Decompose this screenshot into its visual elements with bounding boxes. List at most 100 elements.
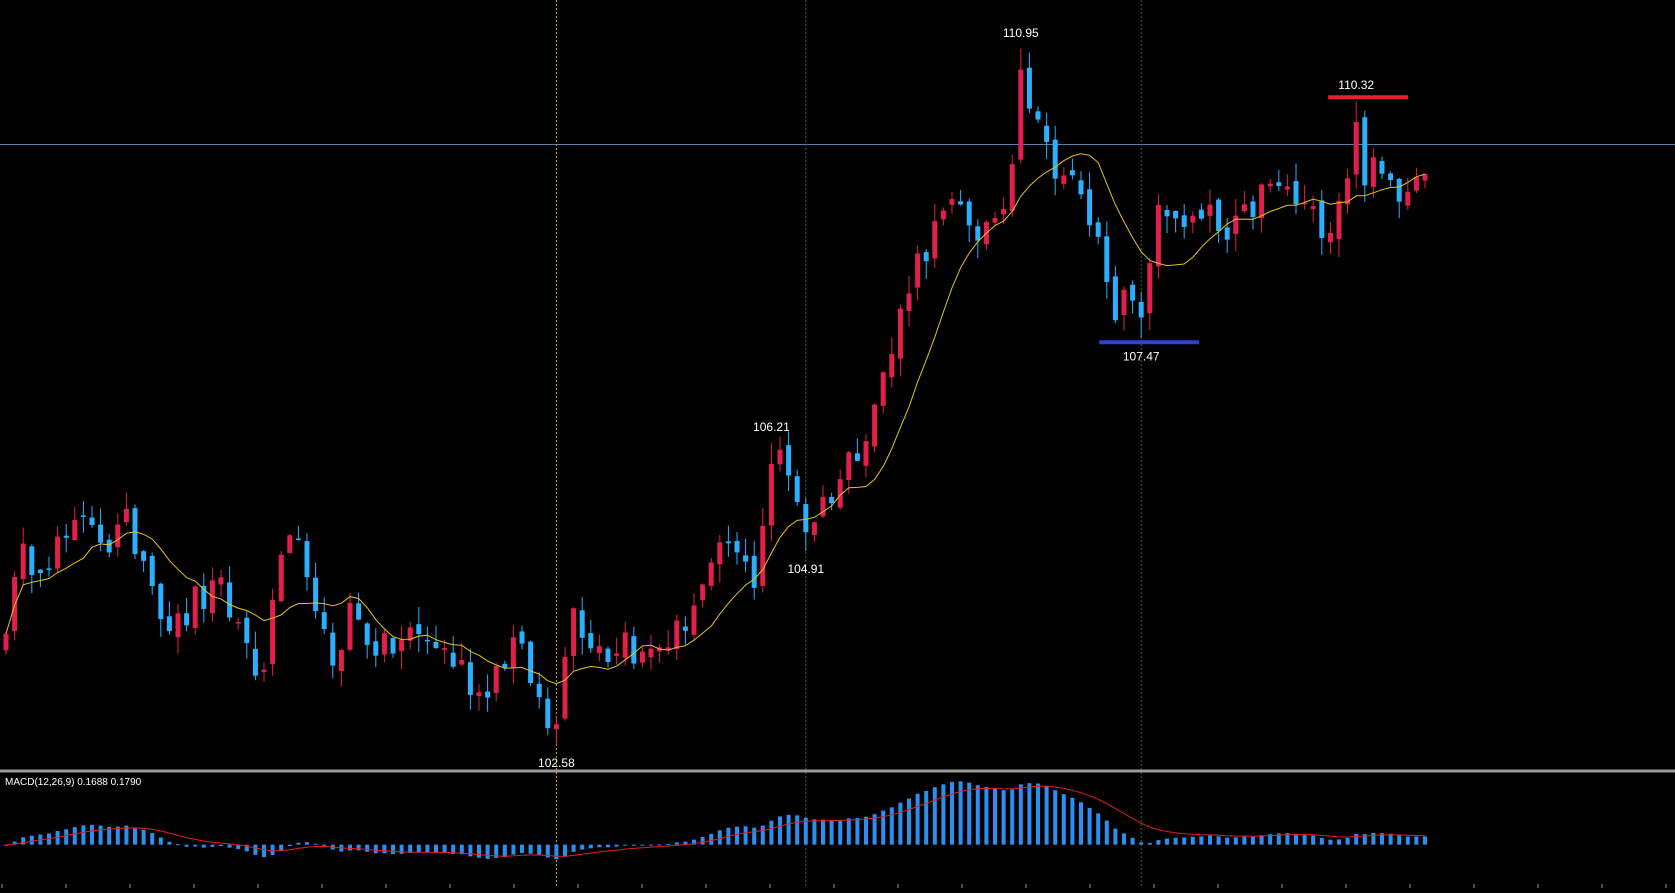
candle-body xyxy=(992,218,998,223)
candle-body xyxy=(571,608,577,657)
candle-body xyxy=(235,622,241,624)
candle-body xyxy=(390,638,396,654)
macd-histogram-bar xyxy=(829,820,834,845)
candle-body xyxy=(72,519,78,541)
candle-body xyxy=(854,453,860,461)
candle-body xyxy=(1190,215,1196,223)
candle-body xyxy=(803,504,809,533)
macd-histogram-bar xyxy=(795,815,800,845)
macd-histogram-bar xyxy=(1010,789,1015,845)
macd-histogram-bar xyxy=(72,827,77,845)
candle-body xyxy=(820,496,826,517)
macd-histogram-bar xyxy=(98,825,103,845)
candle-body xyxy=(760,525,766,587)
macd-histogram-bar xyxy=(236,844,241,850)
price-label: 110.95 xyxy=(1003,26,1039,40)
macd-histogram-bar xyxy=(4,844,8,846)
macd-histogram-bar xyxy=(657,844,662,846)
candle-body xyxy=(906,293,912,311)
macd-histogram-bar xyxy=(1122,833,1126,845)
macd-histogram-bar xyxy=(210,844,215,847)
macd-histogram-bar xyxy=(1354,833,1359,845)
macd-histogram-bar xyxy=(296,842,301,845)
candle-body xyxy=(407,627,413,641)
macd-histogram-bar xyxy=(150,833,155,845)
macd-histogram-bar xyxy=(614,844,619,847)
macd-histogram-bar xyxy=(821,819,825,845)
candle-body xyxy=(1181,215,1187,227)
candle-body xyxy=(932,221,938,259)
candle-body xyxy=(29,546,35,575)
macd-histogram-bar xyxy=(666,844,671,846)
macd-histogram-bar xyxy=(348,844,352,851)
macd-histogram-bar xyxy=(1156,840,1161,845)
macd-histogram-bar xyxy=(537,844,542,856)
candle-body xyxy=(691,605,697,635)
macd-histogram-bar xyxy=(477,844,481,858)
macd-histogram-bar xyxy=(81,825,86,845)
candle-body xyxy=(1087,189,1093,226)
candle-body xyxy=(880,372,886,406)
macd-histogram-bar xyxy=(12,841,17,845)
candle-body xyxy=(1026,67,1032,109)
macd-histogram-bar xyxy=(1362,834,1367,845)
macd-histogram-bar xyxy=(640,844,645,846)
candle-body xyxy=(872,404,878,447)
candle-body xyxy=(184,613,190,626)
candle-body xyxy=(192,586,198,629)
macd-histogram-bar xyxy=(898,802,903,845)
candle-body xyxy=(123,508,129,523)
macd-histogram-bar xyxy=(649,844,653,846)
candle-body xyxy=(1052,139,1058,179)
candle-body xyxy=(811,522,817,536)
macd-histogram-bar xyxy=(64,829,69,845)
macd-histogram-bar xyxy=(305,842,309,845)
macd-histogram-bar xyxy=(124,825,129,845)
candle-body xyxy=(218,577,224,585)
macd-histogram-bar xyxy=(855,817,860,845)
candle-body xyxy=(467,662,473,695)
macd-histogram-bar xyxy=(743,826,748,845)
candle-body xyxy=(768,463,774,526)
macd-histogram-bar xyxy=(485,844,490,859)
price-label: 102.58 xyxy=(538,756,575,770)
candle-body xyxy=(1121,289,1127,315)
candle-body xyxy=(725,541,731,544)
macd-histogram-bar xyxy=(1001,790,1006,845)
candle-body xyxy=(958,201,964,205)
macd-histogram-bar xyxy=(1087,807,1092,845)
candle-body xyxy=(786,445,792,476)
macd-histogram-bar xyxy=(872,814,877,845)
macd-histogram-bar xyxy=(442,844,447,853)
macd-histogram-bar xyxy=(1208,835,1212,845)
macd-histogram-bar xyxy=(597,844,602,848)
candle-body xyxy=(1293,181,1299,205)
macd-histogram-bar xyxy=(528,844,533,854)
macd-histogram-bar xyxy=(1165,838,1169,845)
candle-body xyxy=(98,524,104,543)
candle-body xyxy=(777,449,783,465)
candle-body xyxy=(244,617,250,644)
macd-histogram-bar xyxy=(1096,813,1101,845)
candle-body xyxy=(596,646,602,654)
candle-body xyxy=(622,632,628,658)
candle-body xyxy=(1388,173,1394,180)
macd-histogram-bar xyxy=(563,844,567,857)
candle-body xyxy=(1336,200,1342,240)
macd-histogram-bar xyxy=(864,816,868,845)
candle-body xyxy=(1233,215,1239,234)
macd-histogram-bar xyxy=(1018,784,1023,845)
candle-body xyxy=(846,452,852,481)
macd-histogram-bar xyxy=(425,844,430,853)
macd-histogram-bar xyxy=(270,844,275,855)
moving-average-line xyxy=(5,153,1426,685)
candle-body xyxy=(270,599,276,665)
macd-histogram-bar xyxy=(1371,833,1376,845)
candle-body xyxy=(132,508,138,555)
macd-histogram-bar xyxy=(846,818,851,845)
macd-panel: MACD(12,26,9) 0.1688 0.1790 xyxy=(4,777,1427,860)
macd-histogram-bar xyxy=(227,844,232,848)
macd-histogram-bar xyxy=(735,826,739,845)
macd-histogram-bar xyxy=(975,785,980,845)
macd-histogram-bar xyxy=(399,844,404,854)
